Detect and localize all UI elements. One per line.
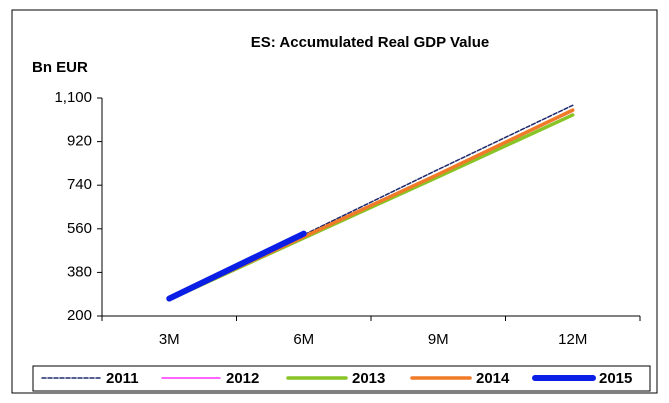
legend-label: 2015: [599, 370, 632, 387]
series-line: [166, 230, 307, 302]
x-tick-label: 12M: [558, 331, 587, 348]
legend-label: 2013: [352, 370, 385, 387]
legend-box: [32, 365, 651, 392]
chart-title: ES: Accumulated Real GDP Value: [251, 34, 489, 51]
y-axis-label: Bn EUR: [32, 59, 88, 76]
y-tick-label: 200: [67, 307, 92, 324]
chart-border: [11, 9, 658, 394]
legend-label: 2014: [476, 370, 510, 387]
x-tick-label: 6M: [293, 331, 314, 348]
legend-label: 2012: [226, 370, 259, 387]
y-tick-label: 920: [67, 133, 92, 150]
x-tick-label: 9M: [428, 331, 449, 348]
y-tick-label: 1,100: [54, 89, 92, 106]
y-tick-label: 380: [67, 263, 92, 280]
legend-label: 2011: [106, 370, 139, 387]
y-tick-label: 560: [67, 220, 92, 237]
y-tick-label: 740: [67, 176, 92, 193]
x-tick-label: 3M: [159, 331, 180, 348]
